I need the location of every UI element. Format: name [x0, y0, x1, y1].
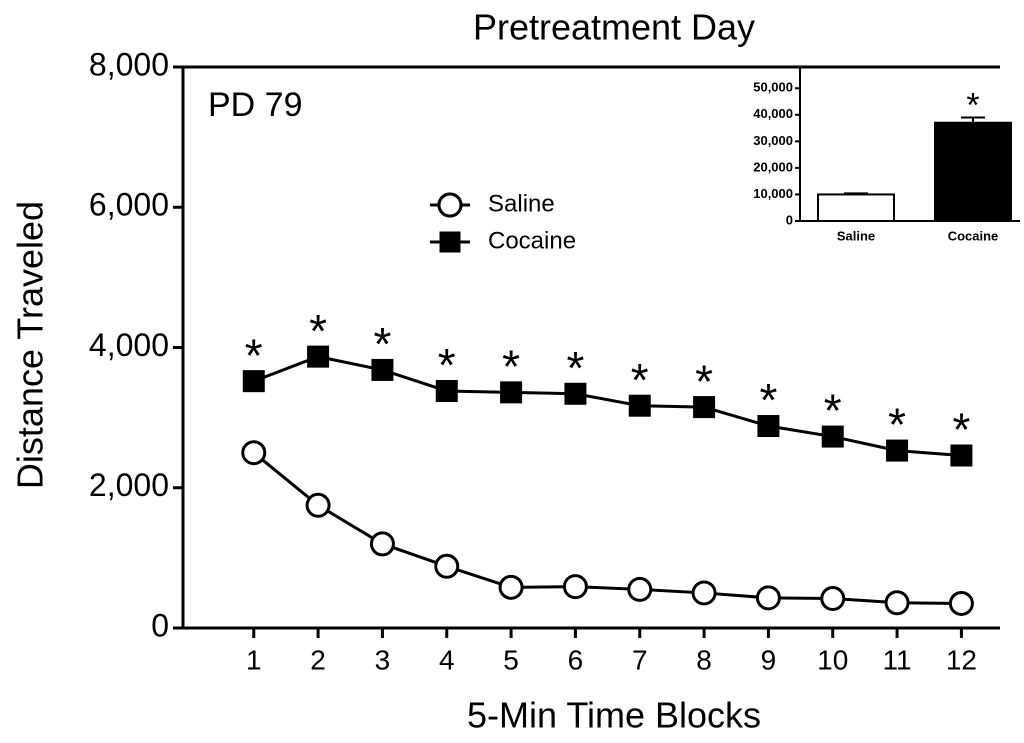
y-tick-label: 6,000 — [89, 187, 169, 223]
legend-marker — [437, 192, 463, 218]
significance: * — [373, 318, 391, 370]
y-tick-label: 4,000 — [89, 327, 169, 363]
marker — [755, 585, 781, 611]
x-tick-label: 4 — [439, 644, 455, 675]
inset-y-tick-label: 10,000 — [753, 186, 793, 201]
x-tick-label: 7 — [632, 644, 648, 675]
y-axis-label: Distance Traveled — [10, 201, 51, 489]
significance: * — [966, 86, 979, 124]
marker — [498, 574, 524, 600]
significance: * — [631, 354, 649, 406]
significance: * — [309, 305, 327, 357]
x-tick-label: 8 — [696, 644, 712, 675]
x-tick-label: 5 — [503, 644, 519, 675]
marker — [884, 590, 910, 616]
x-tick-label: 11 — [883, 644, 912, 675]
series-line — [252, 451, 962, 605]
marker — [627, 576, 653, 602]
inset-y-tick-label: 0 — [786, 212, 793, 227]
significance: * — [502, 341, 520, 393]
annotation: PD 79 — [208, 86, 303, 124]
series-line — [253, 355, 962, 457]
marker — [434, 553, 460, 579]
marker — [820, 586, 846, 612]
x-tick-label: 6 — [568, 644, 584, 675]
bar — [817, 193, 895, 222]
marker — [948, 590, 974, 616]
marker — [886, 439, 909, 462]
marker — [693, 396, 716, 419]
y-tick-label: 0 — [151, 607, 169, 643]
x-tick-label: 12 — [946, 644, 977, 675]
x-tick-label: 2 — [310, 644, 326, 675]
chart-title: Pretreatment Day — [473, 7, 755, 48]
marker — [628, 394, 651, 417]
inset-y-tick-label: 40,000 — [753, 106, 793, 121]
marker — [950, 444, 973, 467]
marker — [757, 415, 780, 438]
marker — [821, 425, 844, 448]
inset-y-tick-label: 30,000 — [753, 133, 793, 148]
marker — [564, 382, 587, 405]
inset-x-tick-label: Saline — [837, 228, 875, 243]
significance: * — [695, 355, 713, 407]
marker — [305, 492, 331, 518]
significance: * — [438, 339, 456, 391]
marker — [691, 580, 717, 606]
marker — [369, 531, 395, 557]
significance: * — [824, 385, 842, 437]
x-tick-label: 10 — [817, 644, 848, 675]
x-axis-label: 5-Min Time Blocks — [467, 695, 761, 736]
legend-marker — [439, 231, 461, 253]
marker — [435, 379, 458, 402]
marker — [242, 370, 265, 393]
bar — [934, 121, 1012, 222]
significance: * — [759, 374, 777, 426]
inset-y-tick-label: 20,000 — [753, 159, 793, 174]
significance: * — [566, 342, 584, 394]
marker — [562, 574, 588, 600]
inset-x-tick-label: Cocaine — [948, 228, 999, 243]
legend-label: Cocaine — [488, 227, 576, 254]
marker — [241, 440, 267, 466]
legend-label: Saline — [488, 190, 555, 217]
marker — [371, 358, 394, 381]
x-tick-label: 3 — [375, 644, 391, 675]
significance: * — [888, 399, 906, 451]
significance: * — [952, 404, 970, 456]
y-tick-label: 2,000 — [89, 467, 169, 503]
marker — [500, 381, 523, 404]
x-tick-label: 1 — [246, 644, 262, 675]
x-tick-label: 9 — [761, 644, 777, 675]
significance: * — [245, 329, 263, 381]
marker — [307, 345, 330, 368]
inset-y-tick-label: 50,000 — [753, 80, 793, 95]
y-tick-label: 8,000 — [89, 46, 169, 82]
